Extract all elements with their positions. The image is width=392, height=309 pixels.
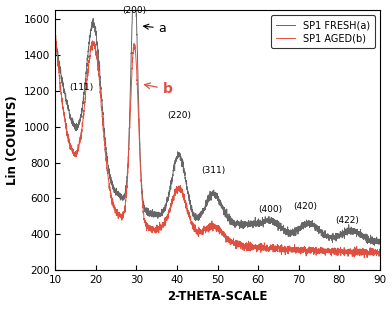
SP1 FRESH(a) (109, 183, 114, 186)
SP1 AGED(b) (90, 44, 94, 47)
Text: (420): (420) (293, 202, 317, 211)
Text: (400): (400) (258, 205, 282, 214)
SP1 FRESH(a) (53, 32, 58, 36)
Line: SP1 AGED(b): SP1 AGED(b) (55, 27, 380, 258)
SP1 AGED(b) (109, 198, 114, 202)
SP1 FRESH(a) (192, 211, 196, 215)
SP1 AGED(b) (177, 188, 182, 191)
Text: (311): (311) (201, 166, 226, 175)
Text: a: a (143, 22, 167, 35)
SP1 FRESH(a) (90, 25, 94, 29)
SP1 FRESH(a) (377, 239, 382, 243)
SP1 FRESH(a) (336, 232, 341, 236)
SP1 AGED(b) (336, 253, 341, 257)
Y-axis label: Lin (COUNTS): Lin (COUNTS) (5, 95, 18, 185)
SP1 AGED(b) (53, 25, 58, 29)
Text: (220): (220) (167, 111, 191, 120)
Line: SP1 FRESH(a): SP1 FRESH(a) (55, 0, 380, 245)
SP1 AGED(b) (191, 223, 196, 227)
X-axis label: 2-THETA-SCALE: 2-THETA-SCALE (167, 290, 268, 303)
SP1 FRESH(a) (178, 154, 182, 158)
Text: (111): (111) (69, 83, 94, 92)
SP1 AGED(b) (371, 251, 376, 255)
Legend: SP1 FRESH(a), SP1 AGED(b): SP1 FRESH(a), SP1 AGED(b) (271, 15, 375, 48)
Text: (422): (422) (336, 216, 359, 225)
SP1 FRESH(a) (371, 236, 376, 240)
SP1 FRESH(a) (372, 243, 377, 247)
SP1 AGED(b) (377, 247, 382, 251)
Text: (200): (200) (122, 6, 147, 15)
Text: b: b (145, 82, 172, 96)
SP1 AGED(b) (362, 256, 367, 260)
